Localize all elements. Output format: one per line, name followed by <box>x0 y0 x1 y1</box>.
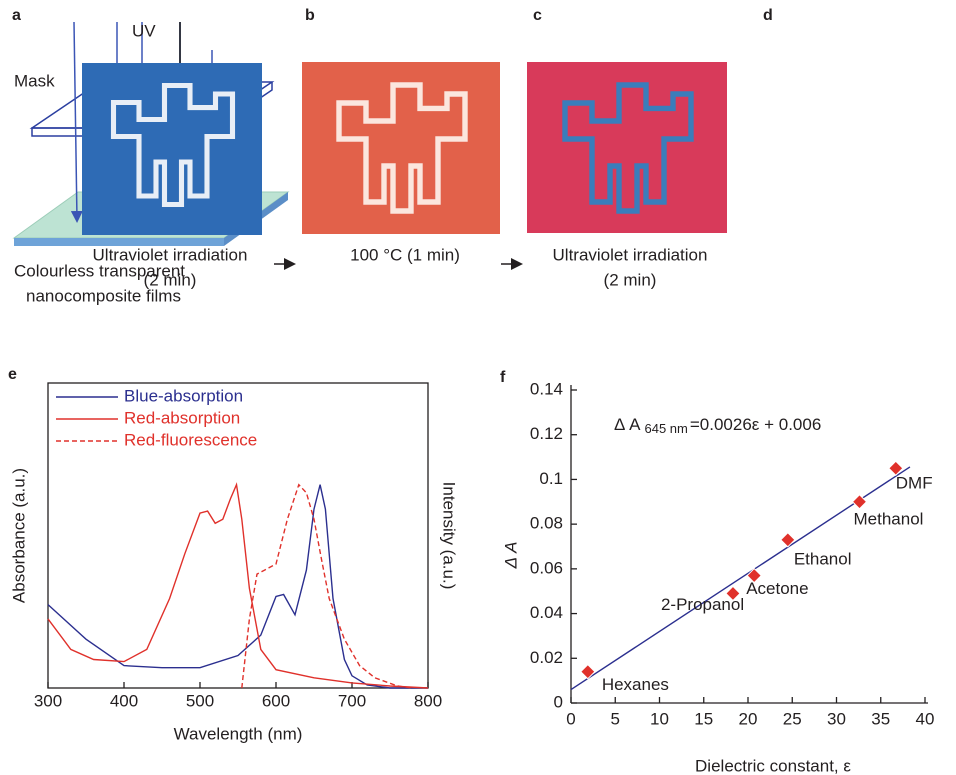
photo <box>302 62 500 234</box>
plot-frame <box>47 382 429 689</box>
x-axis-label: Wavelength (nm) <box>174 724 303 743</box>
point-label: Acetone <box>746 579 808 598</box>
x-tick-label: 40 <box>916 709 935 728</box>
y-axis-label: Absorbance (a.u.) <box>9 468 28 603</box>
panel-label: d <box>763 7 773 24</box>
x-tick-label: 800 <box>414 691 442 710</box>
x-tick-label: 30 <box>827 709 846 728</box>
series-line <box>241 483 413 689</box>
data-point <box>780 532 796 548</box>
equation: Δ A 645 nm =0.0026ε + 0.006 <box>614 415 821 436</box>
x-tick-label: 0 <box>566 709 575 728</box>
data-point <box>888 460 904 476</box>
point-label: 2-Propanol <box>661 595 744 614</box>
y-tick-label: 0.02 <box>530 648 563 667</box>
equation-part: =0.0026ε + 0.006 <box>690 415 821 434</box>
x-tick-label: 10 <box>650 709 669 728</box>
panel-label: c <box>533 7 542 24</box>
photo <box>527 62 727 233</box>
y-tick-label: 0.14 <box>530 379 563 398</box>
equation-part: Δ A <box>614 415 641 434</box>
mask-label: Mask <box>14 71 55 90</box>
point-label: Methanol <box>854 509 924 528</box>
x-tick-label: 5 <box>611 709 620 728</box>
photo <box>82 63 262 235</box>
x-axis-label: Dielectric constant, ε <box>695 756 851 775</box>
y-tick-label: 0.06 <box>530 558 563 577</box>
caption: nanocomposite films <box>26 286 181 305</box>
y-tick-label: 0.08 <box>530 514 563 533</box>
caption: (2 min) <box>144 270 197 289</box>
x-tick-label: 15 <box>694 709 713 728</box>
y-axis-label: Δ A <box>501 542 520 570</box>
data-point <box>580 663 596 680</box>
x-tick-label: 500 <box>186 691 214 710</box>
x-tick-label: 300 <box>34 691 62 710</box>
point-label: Ethanol <box>794 549 852 568</box>
series-line <box>47 484 428 689</box>
panel-label: f <box>500 369 506 386</box>
x-tick-label: 700 <box>338 691 366 710</box>
uv-label: UV <box>132 21 156 40</box>
panel-label: a <box>12 7 21 24</box>
caption: Ultraviolet irradiation <box>553 245 708 264</box>
equation-part: 645 nm <box>644 421 687 436</box>
legend-label: Blue-absorption <box>124 386 243 405</box>
y-tick-label: 0.1 <box>539 469 563 488</box>
x-tick-label: 400 <box>110 691 138 710</box>
data-point <box>851 494 868 510</box>
fit-line <box>570 466 911 691</box>
x-tick-label: 20 <box>739 709 758 728</box>
y-tick-label: 0.04 <box>530 603 563 622</box>
legend-label: Red-absorption <box>124 408 240 427</box>
data-point <box>746 567 762 584</box>
point-label: DMF <box>896 474 933 493</box>
x-tick-label: 35 <box>871 709 890 728</box>
panel-label: b <box>305 7 315 24</box>
x-tick-label: 25 <box>783 709 802 728</box>
caption: Colourless transparent <box>14 261 185 280</box>
y2-axis-label: Intensity (a.u.) <box>440 482 459 590</box>
caption: Ultraviolet irradiation <box>93 245 248 264</box>
x-tick-label: 600 <box>262 691 290 710</box>
caption: 100 °C (1 min) <box>350 245 460 264</box>
data-point <box>725 585 741 602</box>
caption: (2 min) <box>604 270 657 289</box>
y-tick-label: 0.12 <box>530 424 563 443</box>
legend-label: Red-fluorescence <box>124 430 257 449</box>
y-tick-label: 0 <box>554 692 563 711</box>
series-line <box>47 482 429 689</box>
panel-label: e <box>8 366 17 383</box>
point-label: Hexanes <box>602 675 669 694</box>
